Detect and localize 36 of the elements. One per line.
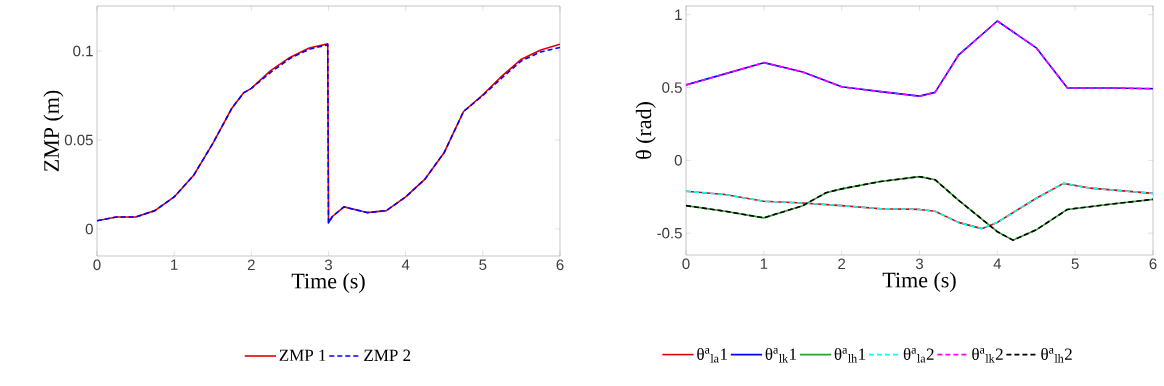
x-axis-title: Time (s) bbox=[882, 272, 956, 292]
line-series bbox=[686, 20, 1153, 97]
x-tick-label: 2 bbox=[247, 259, 255, 271]
x-tick-label: 2 bbox=[838, 258, 846, 270]
x-tick-label: 0 bbox=[93, 259, 101, 271]
x-tick-label: 3 bbox=[915, 258, 924, 270]
y-tick-label: 0.05 bbox=[64, 134, 93, 146]
x-tick-label: 4 bbox=[401, 259, 410, 270]
x-tick-label: 6 bbox=[556, 259, 564, 271]
x-tick-label: 1 bbox=[760, 258, 768, 269]
x-tick-label: 3 bbox=[324, 259, 333, 271]
y-tick-label: 0.5 bbox=[662, 82, 682, 93]
legend-label: θ$^{a}$$_{lh}$2 bbox=[1041, 347, 1072, 363]
line-series bbox=[97, 43, 560, 224]
x-tick-label: 5 bbox=[1071, 258, 1079, 269]
y-axis-title: ZMP (m) bbox=[43, 90, 64, 172]
y-tick-label: 0 bbox=[85, 223, 93, 235]
x-axis-title: Time (s) bbox=[291, 273, 365, 293]
x-tick-label: 1 bbox=[171, 259, 178, 270]
line-series bbox=[686, 175, 1153, 241]
legend-label: θ$^{a}$$_{lh}$1 bbox=[834, 347, 866, 363]
y-tick-label: 0.1 bbox=[73, 45, 93, 57]
x-tick-label: 5 bbox=[479, 259, 487, 270]
legend-label: θ$^{a}$$_{la}$2 bbox=[903, 347, 934, 363]
y-tick-label: 1 bbox=[675, 9, 682, 20]
x-tick-label: 6 bbox=[1149, 258, 1157, 270]
y-axis-title: θ (rad) bbox=[635, 102, 656, 159]
y-tick-label: 0 bbox=[674, 155, 682, 166]
legend-label: θ$^{a}$$_{lk}$1 bbox=[765, 347, 797, 363]
y-tick-label: -0.5 bbox=[657, 227, 682, 239]
legend-label: θ$^{a}$$_{la}$1 bbox=[697, 347, 727, 363]
x-tick-label: 0 bbox=[682, 258, 690, 270]
legend-label: ZMP 2 bbox=[364, 349, 411, 361]
legend-label: θ$^{a}$$_{lk}$2 bbox=[972, 347, 1003, 363]
x-tick-label: 4 bbox=[993, 258, 1002, 269]
legend-label: ZMP 1 bbox=[279, 349, 326, 361]
